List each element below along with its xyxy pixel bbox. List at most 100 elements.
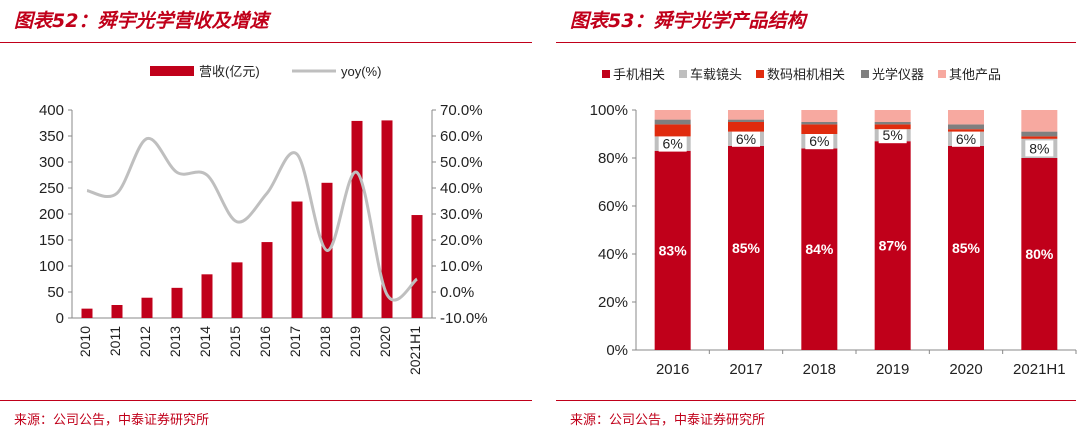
data-label-box [1025,140,1054,157]
segment-5 [874,110,911,122]
data-label: 85% [732,240,761,256]
segment-5 [801,110,838,122]
segment-5 [654,110,691,120]
data-label: 83% [659,242,688,258]
left-footer-rule [0,400,532,401]
left-chart-panel: 图表52：舜宇光学营收及增速 营收(亿元) yoy(%) 0 50 100 150 200 2… [0,0,536,438]
y-tick-label: 250 [39,180,64,197]
x-tick-label: 2013 [167,326,183,357]
data-label: 87% [879,238,908,254]
x-tick-label: 2020 [949,361,982,378]
y2-tick-label: 0.0% [440,284,474,301]
segment-3 [728,122,764,132]
legend-label-yoy: yoy(%) [341,64,381,79]
data-label: 5% [883,127,903,143]
right-chart-panel: 图表53：舜宇光学产品结构 手机相关 车载镜头 数码相机相关 光学仪器 其他产品 0% 20… [556,0,1080,438]
product-structure-chart: 手机相关 车载镜头 数码相机相关 光学仪器 其他产品 0% 20% 40% 60% 80% 100%… [590,67,1077,378]
x-tick-label: 2011 [107,326,123,356]
x-tick-label: 2018 [317,326,333,357]
revenue-bar [171,287,183,318]
y2-tick-label: -10.0% [440,310,488,327]
segment-3 [1021,136,1058,139]
y-tick-label: 0 [56,310,64,327]
y-tick-label: 60% [598,198,628,215]
segment-4 [948,124,984,130]
data-label: 8% [1029,140,1049,156]
x-tick-label: 2021H1 [407,326,423,375]
x-tick-label: 2021H1 [1013,361,1066,378]
data-label: 85% [952,240,981,256]
y-tick-label: 150 [39,232,64,249]
left-chart-source: 来源：公司公告，中泰证券研究所 [14,413,210,428]
segment-1 [728,146,764,350]
segment-4 [728,119,764,122]
revenue-bar [261,242,273,318]
x-tick-label: 2019 [876,361,909,378]
yoy-line [86,137,419,302]
legend-label-revenue: 营收(亿元) [199,64,260,79]
left-chart-title: 图表52：舜宇光学营收及增速 [14,10,269,32]
revenue-bar [381,120,393,319]
y-tick-label: 100 [39,258,64,275]
x-tick-label: 2018 [803,361,836,378]
y-tick-label: 40% [598,246,628,263]
x-tick-label: 2010 [77,326,93,357]
revenue-growth-chart: 营收(亿元) yoy(%) 0 50 100 150 200 250 300 350 400 -10.… [39,64,488,375]
legend-label: 其他产品 [949,67,1001,82]
data-label: 84% [805,241,834,257]
right-chart-title: 图表53：舜宇光学产品结构 [570,10,806,32]
data-label: 6% [736,131,756,147]
revenue-bar [351,120,363,318]
revenue-bar [411,215,423,318]
segment-3 [654,124,691,137]
y2-tick-label: 20.0% [440,232,483,249]
segment-3 [801,124,838,134]
x-tick-label: 2016 [656,361,689,378]
data-label-box [878,127,907,144]
x-tick-label: 2017 [287,326,303,357]
segment-1 [874,141,911,350]
legend-swatch [861,70,869,78]
y-tick-label: 0% [606,342,628,359]
revenue-bar [201,274,213,318]
segment-5 [948,110,984,125]
segment-5 [1021,110,1058,132]
segment-4 [654,119,691,125]
legend-swatch [756,70,764,78]
legend-swatch [602,70,610,78]
segment-3 [874,124,911,130]
data-label-box [732,130,760,147]
segment-4 [1021,131,1058,137]
data-label: 6% [663,136,683,152]
y-tick-label: 20% [598,294,628,311]
revenue-bar [141,297,153,318]
revenue-bar [111,305,123,318]
revenue-bar [231,262,243,318]
segment-4 [874,122,911,125]
data-label-box [658,135,687,152]
segment-1 [1021,158,1058,350]
data-label: 80% [1025,246,1054,262]
y2-tick-label: 10.0% [440,258,483,275]
x-tick-label: 2016 [257,326,273,357]
segment-1 [801,148,838,350]
legend-label: 手机相关 [613,67,665,82]
segment-1 [654,150,691,350]
y-tick-label: 50 [47,284,64,301]
right-footer-rule [556,400,1076,401]
y-tick-label: 200 [39,206,64,223]
segment-3 [948,129,984,132]
y2-tick-label: 50.0% [440,154,483,171]
legend-swatch-revenue [150,66,194,76]
data-label-box [952,130,980,147]
right-title-rule [556,42,1076,43]
segment-4 [801,122,838,125]
data-label: 6% [809,133,829,149]
segment-1 [948,146,984,350]
data-label: 6% [956,131,976,147]
legend-label: 数码相机相关 [767,67,845,82]
revenue-bar [291,201,303,318]
left-title-rule [0,42,532,43]
y2-tick-label: 30.0% [440,206,483,223]
y2-tick-label: 40.0% [440,180,483,197]
